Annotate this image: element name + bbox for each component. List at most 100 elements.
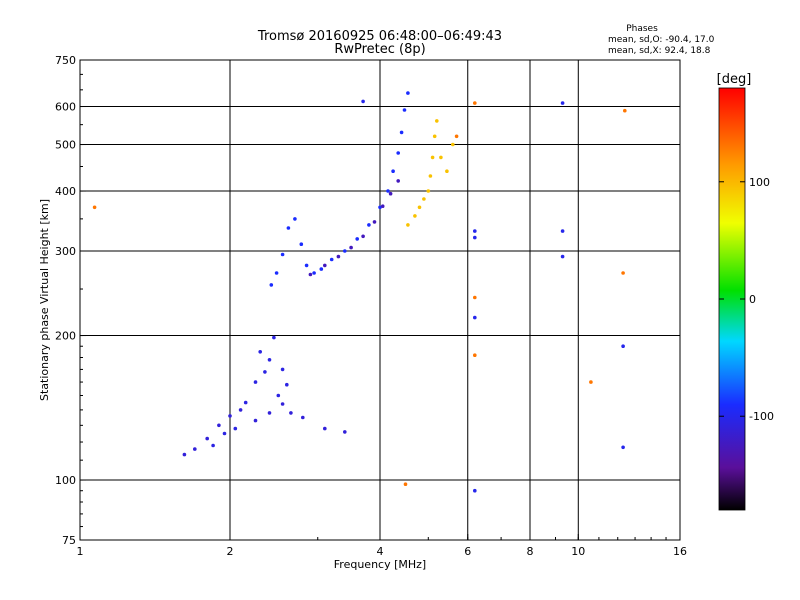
data-point <box>388 191 393 196</box>
data-point <box>621 271 625 275</box>
y-tick-label: 75 <box>62 534 76 547</box>
x-axis-label: Frequency [MHz] <box>334 558 426 571</box>
data-point <box>621 445 625 450</box>
phases-o-stats: mean, sd,O: -90.4, 17.0 <box>608 35 715 45</box>
x-tick-label: 2 <box>227 545 234 558</box>
data-point <box>301 415 305 420</box>
data-point <box>233 426 238 431</box>
data-point <box>267 411 272 415</box>
data-point <box>473 488 477 493</box>
y-tick-label: 100 <box>55 474 76 487</box>
data-point <box>473 315 477 320</box>
data-point <box>253 380 258 384</box>
data-point <box>473 295 477 300</box>
data-point <box>304 263 309 268</box>
data-point <box>182 452 187 457</box>
data-point <box>413 214 417 218</box>
data-point <box>445 169 449 173</box>
data-point <box>211 443 215 448</box>
data-point <box>372 220 377 224</box>
data-point <box>308 272 313 277</box>
data-point <box>451 142 455 147</box>
colorbar-tick-label: 100 <box>749 176 770 189</box>
y-tick-label: 500 <box>55 139 76 152</box>
data-point <box>285 382 289 387</box>
data-point <box>323 263 327 268</box>
data-point <box>293 217 297 221</box>
colorbar-tick-label: -100 <box>749 410 774 423</box>
data-point <box>323 426 327 431</box>
chart-subtitle: RwPretec (8p) <box>334 42 425 57</box>
data-point <box>380 204 385 208</box>
y-axis-label: Stationary phase Virtual Height [km] <box>38 199 51 401</box>
data-point <box>228 414 232 418</box>
data-point <box>205 436 209 441</box>
data-point <box>378 205 382 210</box>
data-point <box>396 179 401 183</box>
phases-title: Phases <box>626 24 658 34</box>
data-point <box>391 169 395 173</box>
data-point <box>432 134 437 139</box>
phases-x-stats: mean, sd,X: 92.4, 18.8 <box>608 46 711 56</box>
data-point <box>386 189 390 193</box>
data-point <box>473 353 477 358</box>
data-point <box>402 108 407 112</box>
data-point <box>92 205 97 210</box>
data-point <box>280 367 285 372</box>
data-point <box>263 370 267 374</box>
data-point <box>269 283 274 287</box>
data-point <box>426 189 431 193</box>
data-point <box>361 99 365 104</box>
data-point <box>280 252 285 257</box>
data-point <box>222 431 227 436</box>
data-point <box>258 350 263 354</box>
data-point <box>349 245 353 250</box>
y-tick-label: 750 <box>55 54 76 67</box>
data-point <box>435 119 439 123</box>
data-point <box>422 197 426 201</box>
data-point <box>406 91 410 95</box>
data-point <box>417 205 422 210</box>
data-point <box>473 235 477 240</box>
data-point <box>267 358 272 362</box>
data-point <box>399 130 404 135</box>
x-tick-label: 1 <box>77 545 84 558</box>
plot-frame <box>79 59 681 541</box>
data-point <box>329 257 334 262</box>
x-tick-label: 6 <box>464 545 471 558</box>
y-tick-label: 200 <box>55 330 76 343</box>
data-point <box>403 482 408 487</box>
y-tick-label: 600 <box>55 101 76 114</box>
data-point <box>560 229 565 233</box>
grid <box>80 60 681 540</box>
data-point <box>473 101 477 105</box>
data-point <box>589 380 593 384</box>
data-point <box>276 393 281 398</box>
data-point <box>361 234 365 239</box>
data-point <box>243 400 248 405</box>
data-point <box>336 254 341 259</box>
x-tick-label: 8 <box>527 545 534 558</box>
data-point <box>343 430 347 434</box>
data-point <box>319 267 324 271</box>
y-tick-label: 300 <box>55 245 76 258</box>
data-point <box>312 271 316 275</box>
chart-title: Tromsø 20160925 06:48:00–06:49:43 <box>257 29 502 44</box>
colorbar-label: [deg] <box>717 72 752 87</box>
data-point <box>238 408 243 412</box>
data-point <box>428 174 433 178</box>
x-tick-label: 16 <box>673 545 687 558</box>
data-point <box>367 223 371 227</box>
data-point <box>286 226 291 230</box>
axis-ticks: 1 2 4 6 8 10 16 75 100 200 300 400 500 600 750 <box>55 54 687 558</box>
y-tick-label: 400 <box>55 185 76 198</box>
x-tick-label: 4 <box>377 545 384 558</box>
data-point <box>406 223 410 227</box>
data-point <box>621 344 625 349</box>
data-point <box>272 335 276 340</box>
data-point <box>343 249 347 253</box>
data-point <box>560 254 565 259</box>
colorbar-ticks: 100 0 -100 <box>719 176 774 423</box>
data-point <box>430 155 435 160</box>
